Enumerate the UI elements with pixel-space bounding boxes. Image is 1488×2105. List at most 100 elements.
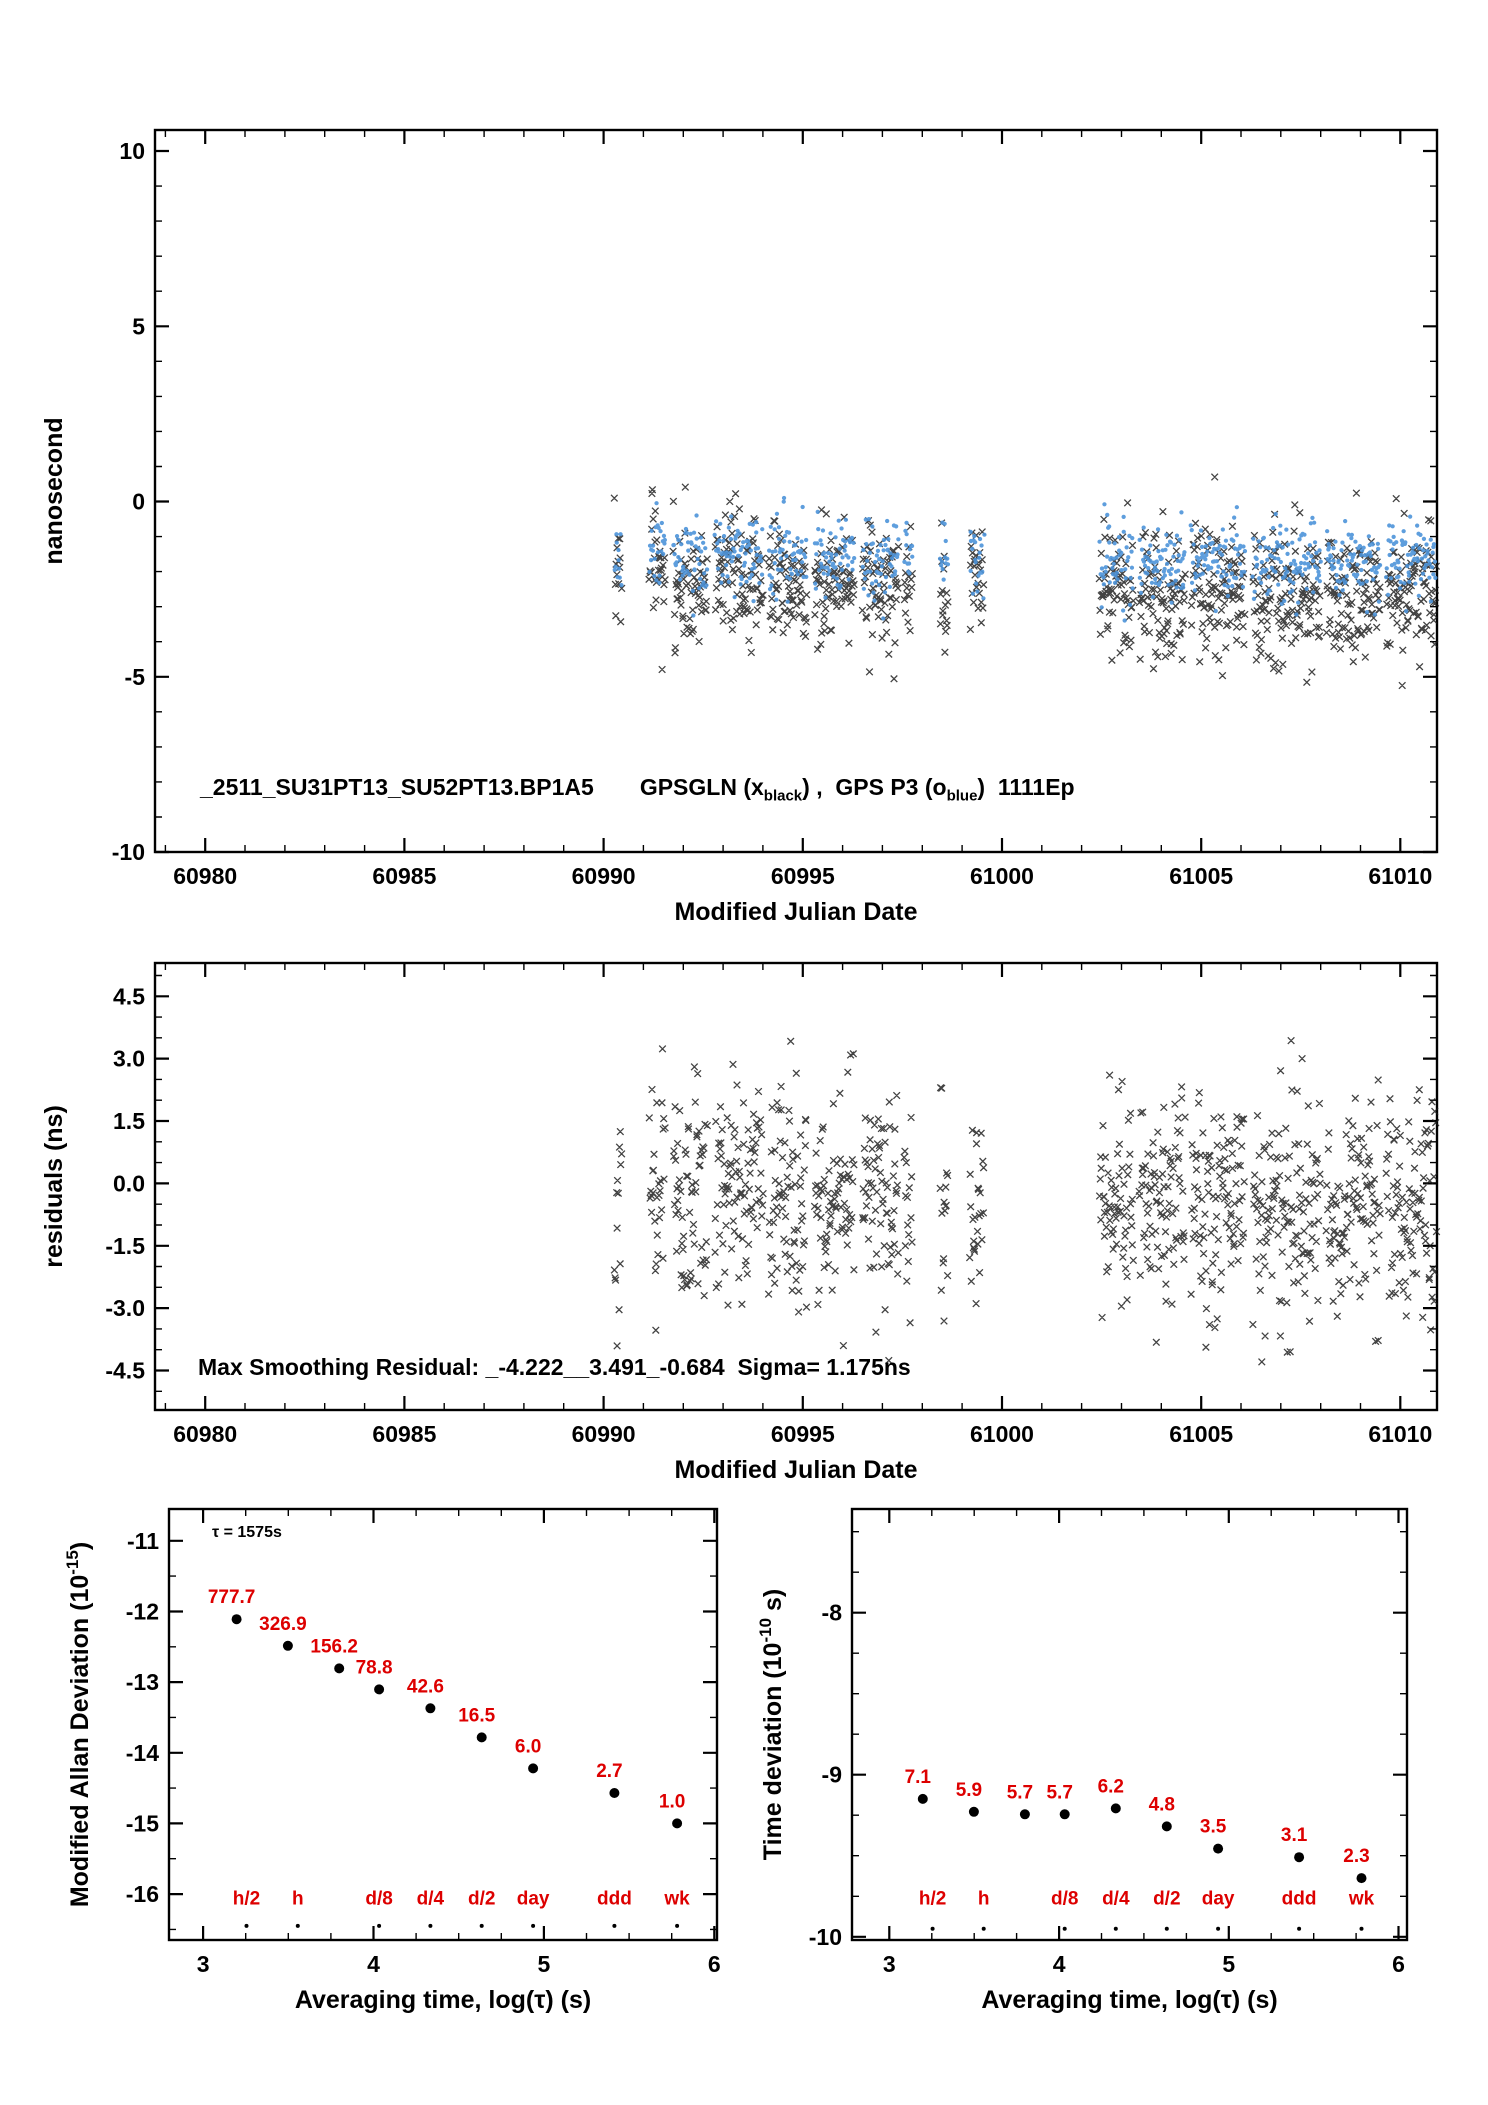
dev-point: [1161, 1821, 1172, 1832]
x-axis-label: Modified Julian Date: [674, 1456, 917, 1484]
y-tick-label: -12: [126, 1599, 159, 1625]
x-axis-label: Averaging time, log(τ) (s): [981, 1986, 1277, 2014]
time-tag-label: ddd: [597, 1889, 632, 1910]
time-tag-label: d/2: [468, 1889, 495, 1910]
y-tick-label: -8: [822, 1600, 843, 1626]
x-tick-label: 61000: [970, 1421, 1034, 1447]
x-tick-label: 6: [1392, 1951, 1405, 1977]
time-tag-label: day: [1202, 1888, 1235, 1909]
dev-value-label: 16.5: [458, 1705, 495, 1726]
time-tag-dot: [930, 1926, 935, 1931]
max-smoothing-residual-annotation: Max Smoothing Residual: _-4.222__3.491_-…: [198, 1354, 911, 1380]
time-tag-label: d/2: [1153, 1888, 1180, 1909]
x-tick-label: 61000: [970, 863, 1034, 889]
dev-value-label: 6.0: [515, 1736, 541, 1757]
dev-value-label: 5.9: [956, 1780, 982, 1801]
dev-value-label: 2.7: [596, 1761, 622, 1782]
x-tick-label: 60985: [372, 1421, 436, 1447]
x-tick-label: 60995: [771, 1421, 835, 1447]
dev-value-label: 6.2: [1098, 1776, 1124, 1797]
x-tick-label: 61005: [1169, 863, 1233, 889]
y-tick-label: -14: [126, 1740, 159, 1766]
time-tag-label: d/8: [1051, 1888, 1078, 1909]
dev-point: [968, 1806, 979, 1817]
dev-point: [528, 1763, 539, 1774]
x-tick-label: 60985: [372, 863, 436, 889]
time-tag-label: wk: [663, 1889, 690, 1910]
y-tick-label: -11: [127, 1528, 159, 1554]
y-axis-label: Modified Allan Deviation (10-15): [63, 1542, 94, 1907]
time-tag-label: d/8: [365, 1889, 392, 1910]
time-tag-label: wk: [1348, 1888, 1375, 1909]
dev-value-label: 326.9: [259, 1614, 307, 1635]
time-tag-dot: [1359, 1926, 1364, 1931]
x-tick-label: 3: [197, 1951, 210, 1977]
dev-value-label: 156.2: [310, 1636, 358, 1657]
plot-frame: [153, 961, 1439, 1412]
dev-point: [374, 1684, 385, 1695]
dot-marker-series: [612, 495, 1438, 623]
y-tick-label: 0: [132, 489, 145, 515]
y-tick-label: -10: [112, 839, 145, 865]
x-tick-label: 61005: [1169, 1421, 1233, 1447]
dev-value-label: 42.6: [407, 1676, 444, 1697]
plot-frame: [850, 1507, 1409, 1942]
x-tick-label: 60980: [173, 863, 237, 889]
y-tick-label: 4.5: [113, 983, 145, 1009]
time-tag-dot: [675, 1923, 680, 1928]
y-tick-label: -10: [809, 1924, 842, 1950]
time-tag-dot: [612, 1923, 617, 1928]
dev-value-label: 3.1: [1281, 1825, 1308, 1846]
dev-point: [231, 1614, 242, 1625]
x-tick-label: 60990: [572, 863, 636, 889]
y-axis-label: nanosecond: [40, 417, 68, 564]
time-tag-dot: [244, 1923, 249, 1928]
time-tag-dot: [981, 1926, 986, 1931]
dev-point: [1110, 1803, 1121, 1814]
time-tag-dot: [1113, 1926, 1118, 1931]
time-tag-dot: [1062, 1926, 1067, 1931]
time-tag-dot: [531, 1923, 536, 1928]
y-tick-label: 10: [119, 138, 145, 164]
time-tag-dot: [1164, 1926, 1169, 1931]
time-tag-label: h: [978, 1888, 990, 1909]
time-tag-dot: [377, 1923, 382, 1928]
y-tick-label: -13: [126, 1669, 159, 1695]
x-axis-label: Modified Julian Date: [674, 898, 917, 926]
x-tick-label: 3: [883, 1951, 896, 1977]
dev-value-label: 3.5: [1200, 1817, 1227, 1838]
x-tick-label: 61010: [1368, 1421, 1432, 1447]
y-tick-label: -9: [822, 1762, 842, 1788]
file-id-label: _2511_SU31PT13_SU52PT13.BP1A5: [200, 774, 594, 800]
epoch-count-label: ) 1111Ep: [977, 774, 1075, 800]
top-panel-annotation: _2511_SU31PT13_SU52PT13.BP1A5 GPSGLN (xbl…: [200, 774, 1075, 804]
dev-value-label: 7.1: [905, 1767, 932, 1788]
y-tick-label: -3.0: [105, 1295, 145, 1321]
x-tick-label: 5: [538, 1951, 551, 1977]
dev-point: [476, 1732, 487, 1743]
time-tag-label: d/4: [1102, 1888, 1130, 1909]
y-tick-label: -1.5: [105, 1233, 145, 1259]
dev-value-label: 777.7: [208, 1587, 256, 1608]
y-axis-label: Time deviation (10-10 s): [756, 1589, 787, 1860]
series2-color-sub: blue: [946, 787, 978, 805]
time-tag-dot: [1297, 1926, 1302, 1931]
y-tick-label: -4.5: [105, 1358, 145, 1384]
x-marker-series: [610, 1036, 1441, 1366]
plot-frame: [153, 128, 1439, 854]
dev-value-label: 78.8: [356, 1657, 393, 1678]
x-tick-label: 60995: [771, 863, 835, 889]
time-tag-label: ddd: [1282, 1888, 1317, 1909]
dev-point: [672, 1818, 683, 1829]
plot-frame: [167, 1507, 719, 1942]
dev-point: [917, 1793, 928, 1804]
panel-residuals: 60980 60985 60990 60995 61000 61005 61010 4.5 3.…: [40, 961, 1441, 1484]
tau-note: τ = 1575s: [212, 1524, 282, 1541]
dev-point: [334, 1663, 345, 1674]
y-tick-label: -5: [125, 664, 146, 690]
y-tick-label: -15: [126, 1810, 159, 1836]
time-tag-label: day: [517, 1889, 550, 1910]
panel-time-deviation: 3 4 5 6 -8 -9 -10 Averaging time, log(τ) (s) Tim…: [756, 1507, 1409, 2014]
